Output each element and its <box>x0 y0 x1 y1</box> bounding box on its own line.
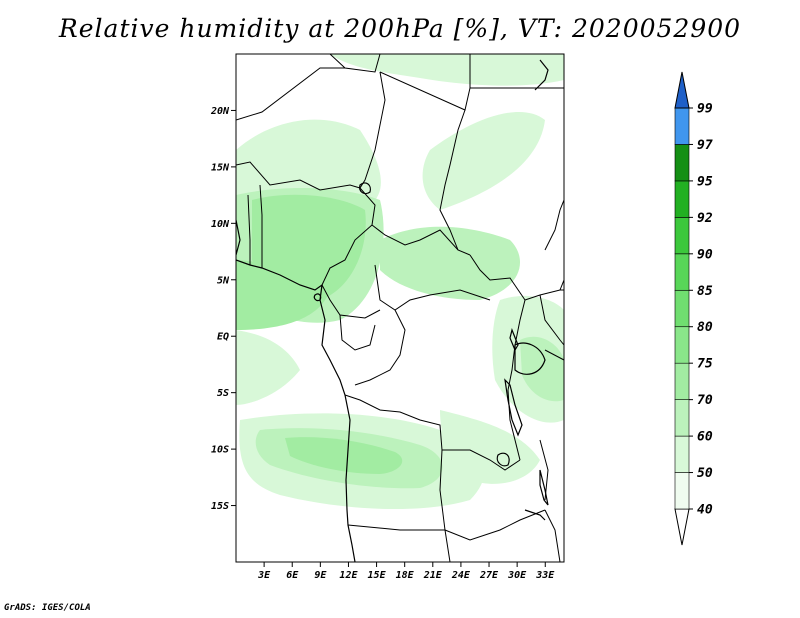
humidity-patch-top <box>330 54 564 86</box>
border-drc-zambia <box>442 449 521 471</box>
border-zambia-south <box>444 509 546 541</box>
coast-east <box>534 59 549 91</box>
colorbar-label-2: 60 <box>697 430 713 445</box>
colorbar-label-7: 90 <box>697 247 713 262</box>
colorbar-label-10: 97 <box>697 138 713 153</box>
border-namibia-botswana <box>444 529 451 562</box>
lat-label-0: 20N <box>210 106 230 117</box>
border-sudan-ethiopia <box>544 199 564 251</box>
colorbar-label-3: 70 <box>697 393 713 408</box>
coastlines <box>236 59 549 562</box>
border-tanzania-kenya <box>544 349 564 361</box>
coast-west-africa <box>236 259 356 562</box>
border-togo <box>247 194 251 265</box>
lake-tanganyika <box>504 378 523 437</box>
border-mozambique <box>544 509 561 562</box>
colorbar-label-1: 50 <box>697 466 713 481</box>
lat-label-6: 10S <box>211 445 229 456</box>
humidity-band-south-inner <box>285 437 403 474</box>
lat-label-2: 10N <box>211 219 230 230</box>
humidity-patch-southeast <box>440 410 540 484</box>
border-algeria-libya <box>329 54 381 73</box>
humidity-patch-north <box>236 119 381 205</box>
colorbar-box-2 <box>674 399 690 437</box>
colorbar: 40 50 60 70 75 80 85 90 92 95 97 99 <box>674 71 713 546</box>
lon-label-0: 3E <box>257 570 271 581</box>
colorbar-box-5 <box>674 289 690 328</box>
humidity-patch-northeast <box>422 111 545 210</box>
border-malawi <box>539 439 549 501</box>
lat-label-1: 15N <box>211 162 230 173</box>
border-chad-sudan <box>439 109 466 251</box>
lake-kariba <box>524 509 546 521</box>
colorbar-box-9 <box>674 144 690 182</box>
colorbar-box-7 <box>674 217 690 255</box>
lon-label-1: 6E <box>286 570 299 581</box>
border-sudan-south <box>469 254 526 301</box>
lake-malawi <box>539 469 549 506</box>
lake-albert <box>509 328 519 352</box>
lon-label-3: 12E <box>339 570 358 581</box>
lake-victoria <box>514 342 546 375</box>
lat-label-5: 5S <box>217 388 229 399</box>
colorbar-box-6 <box>674 253 690 291</box>
grads-credit: GrADS: IGES/COLA <box>4 603 91 613</box>
border-gabon-congo <box>339 314 376 351</box>
humidity-field <box>236 54 564 562</box>
border-angola-zambia <box>439 449 446 531</box>
border-benin <box>259 184 263 268</box>
border-kenya <box>539 294 564 346</box>
border-south-sudan-east <box>524 289 564 301</box>
colorbar-box-10 <box>674 107 690 145</box>
border-chad-libya <box>379 71 564 111</box>
lon-label-6: 21E <box>423 570 443 581</box>
latitude-axis: 20N 15N 10N 5N EQ 5S 10S 15S <box>210 106 236 512</box>
border-car-south <box>374 264 491 311</box>
lat-label-4: EQ <box>217 332 229 343</box>
border-niger-north <box>236 67 345 121</box>
border-chad-car <box>371 224 471 256</box>
border-drc-angola <box>344 394 443 451</box>
colorbar-label-6: 85 <box>697 284 713 299</box>
lon-label-7: 24E <box>451 570 471 581</box>
colorbar-label-4: 75 <box>697 357 713 372</box>
colorbar-label-5: 80 <box>697 320 713 335</box>
humidity-patch-equator <box>236 330 300 405</box>
colorbar-box-1 <box>674 435 690 473</box>
colorbar-box-8 <box>674 180 690 218</box>
colorbar-label-9: 95 <box>697 174 713 189</box>
colorbar-label-0: 40 <box>697 503 713 518</box>
border-congo-drc <box>354 309 406 386</box>
lat-label-7: 15S <box>211 501 229 512</box>
colorbar-box-4 <box>674 326 690 364</box>
colorbar-box-3 <box>674 362 690 400</box>
longitude-axis: 3E 6E 9E 12E 15E 18E 21E 24E 27E 30E 33E <box>257 562 555 581</box>
colorbar-lower-arrow <box>674 508 690 546</box>
bioko-island <box>313 293 322 302</box>
border-nigeria-cameroon <box>321 187 376 286</box>
lon-label-8: 27E <box>479 570 499 581</box>
humidity-patch-coast <box>236 260 330 330</box>
coast-gulf <box>236 219 241 256</box>
colorbar-label-11: 99 <box>697 102 713 117</box>
colorbar-label-8: 92 <box>697 211 713 226</box>
humidity-patch-east-core <box>520 336 564 402</box>
border-angola-namibia <box>347 524 445 531</box>
border-ethiopia-south <box>559 279 564 291</box>
lon-label-10: 33E <box>535 570 555 581</box>
humidity-patch-center <box>380 226 520 300</box>
lake-mweru <box>496 452 510 467</box>
colorbar-upper-arrow <box>674 71 690 109</box>
map-frame <box>235 53 565 563</box>
lake-chad <box>359 182 371 195</box>
lat-label-3: 5N <box>217 275 230 286</box>
border-nigeria-niger <box>236 161 361 191</box>
lon-label-9: 30E <box>507 570 527 581</box>
lon-label-5: 18E <box>396 570 415 581</box>
chart-title: Relative humidity at 200hPa [%], VT: 202… <box>58 14 742 43</box>
colorbar-box-0 <box>674 472 690 510</box>
lon-label-4: 15E <box>368 570 387 581</box>
lon-label-2: 9E <box>314 570 327 581</box>
